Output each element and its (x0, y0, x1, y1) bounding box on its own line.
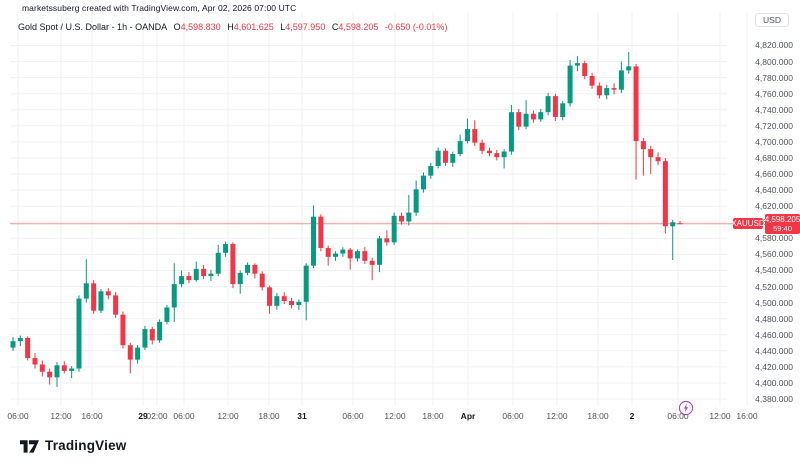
open-value: O4,598.830 (173, 22, 221, 32)
time-tick-label: 16:00 (81, 411, 103, 421)
time-tick-label: 06:00 (342, 411, 364, 421)
change-value: -0.650 (-0.01%) (384, 22, 448, 32)
price-tick-label: 4,540.000 (755, 265, 793, 276)
time-tick-label: 29 (138, 411, 148, 421)
last-price-value: 4,598.205 (764, 215, 800, 224)
time-tick-label: 18:00 (422, 411, 444, 421)
price-tick-label: 4,680.000 (755, 152, 793, 163)
price-tick-label: 4,380.000 (755, 394, 793, 405)
time-tick-label: 12:00 (217, 411, 239, 421)
time-tick-label: 18:00 (258, 411, 280, 421)
price-tick-label: 4,440.000 (755, 345, 793, 356)
price-tick-label: 4,720.000 (755, 120, 793, 131)
bar-countdown: 59:40 (773, 224, 792, 233)
time-tick-label: 31 (297, 411, 307, 421)
price-line-symbol-tag: XAUUSD (731, 218, 765, 229)
price-tick-label: 4,520.000 (755, 281, 793, 292)
high-value: H4,601.625 (227, 22, 274, 32)
price-tick-label: 4,640.000 (755, 185, 793, 196)
time-tick-label: 16:00 (736, 411, 758, 421)
price-tick-label: 4,800.000 (755, 56, 793, 67)
symbol-title[interactable]: Gold Spot / U.S. Dollar - 1h - OANDA (18, 22, 168, 32)
time-tick-label: 02:00 (146, 411, 168, 421)
attribution-text: marketssuberg created with TradingView.c… (22, 3, 297, 13)
price-tick-label: 4,660.000 (755, 169, 793, 180)
time-tick-label: 2 (629, 411, 635, 421)
interval-separator: - 1h - (111, 22, 133, 32)
price-tick-label: 4,400.000 (755, 377, 793, 388)
close-value: C4,598.205 (331, 22, 379, 32)
time-tick-label: 12:00 (546, 411, 568, 421)
time-tick-label: 18:00 (587, 411, 609, 421)
currency-label[interactable]: USD (755, 13, 789, 27)
tradingview-logo-text: TradingView (45, 437, 127, 453)
price-tick-label: 4,420.000 (755, 361, 793, 372)
tradingview-logo[interactable]: TradingView (20, 437, 126, 453)
exchange-label: OANDA (135, 22, 168, 32)
price-tick-label: 4,740.000 (755, 104, 793, 115)
price-tick-label: 4,620.000 (755, 201, 793, 212)
price-tick-label: 4,560.000 (755, 249, 793, 260)
time-tick-label: 06:00 (502, 411, 524, 421)
time-tick-label: Apr (460, 411, 476, 421)
time-tick-label: 12:00 (709, 411, 731, 421)
price-tick-label: 4,780.000 (755, 72, 793, 83)
price-tick-label: 4,820.000 (755, 40, 793, 51)
price-tick-label: 4,460.000 (755, 329, 793, 340)
time-tick-label: 06:00 (7, 411, 29, 421)
price-tick-label: 4,500.000 (755, 297, 793, 308)
lightning-icon[interactable] (678, 400, 694, 416)
tradingview-logo-mark (20, 440, 39, 453)
time-tick-label: 12:00 (384, 411, 406, 421)
price-tick-label: 4,700.000 (755, 136, 793, 147)
time-tick-label: 12:00 (50, 411, 72, 421)
price-tick-label: 4,480.000 (755, 313, 793, 324)
time-tick-label: 06:00 (667, 411, 689, 421)
low-value: L4,597.950 (280, 22, 326, 32)
last-price-tag: 4,598.205 59:40 (765, 214, 800, 234)
price-tick-label: 4,580.000 (755, 233, 793, 244)
time-tick-label: 06:00 (173, 411, 195, 421)
price-tick-label: 4,760.000 (755, 88, 793, 99)
symbol-ohlc-row: Gold Spot / U.S. Dollar - 1h - OANDA O4,… (18, 22, 451, 32)
